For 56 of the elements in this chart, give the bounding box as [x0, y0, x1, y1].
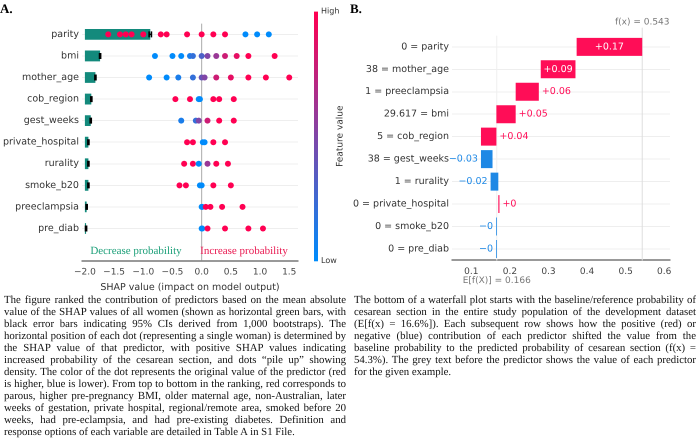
- x-tick-label: 0.2: [502, 266, 518, 277]
- x-axis-title: SHAP value (impact on model output): [100, 282, 280, 293]
- text: The figure ranked the contribution of predictors based on the mean absolute value of the SHAP values of all women (shown as horizontal green bars, with black error bars indicating 95% CIs derived from 1,000 bootstraps). The horizontal position of each dot (representing a single woman) is determined by the SHAP value of that predictor, with positive SHAP values indicating increased probability of the cesarean section, and dots “pile up” showing density. The color of the dot represents the original value of the predictor (red is higher, blue is lower). From top to bottom in the ranking, red corresponds to parous, higher pre-pregnancy BMI, older maternal age, non-Australian, later weeks of gestation, private hospital, regional/remote area, smoked before 20 weeks, had pre-eclampsia, and had pre-existing diabetes. Definition and response options of each variable are detailed in Table A in S1 File.: [4, 294, 346, 438]
- y-tick-label: 1 = rurality: [394, 176, 450, 188]
- data-label: +0.17: [594, 41, 624, 52]
- data-label: −0: [478, 243, 493, 254]
- x-tick-label: 0.3: [541, 266, 556, 277]
- y-tick-label: 0 = private_hospital: [352, 198, 450, 210]
- x-tick-label: 0.5: [224, 268, 238, 278]
- data-label: +0.09: [544, 64, 573, 75]
- data-label: +0.04: [499, 131, 529, 142]
- text: The bottom of a waterfall plot starts with the baseline/reference probability of cesarean section in the entire study population of the development dataset (E[f(x) = 16.6%]). Each subsequent row shows how the positive (red) or negative (blue) contribution of each predictor shifted the value from the baseline probability to the predicted probability of cesarean section (f(x) = 54.3%). The grey text before the predictor shows the value of each predictor for the given example.: [353, 294, 697, 378]
- annotation: Increase probability: [200, 245, 288, 258]
- y-tick-label: gest_weeks: [24, 115, 80, 126]
- data-label: +0.06: [542, 86, 571, 98]
- x-tick-label: 0.4: [580, 266, 594, 277]
- y-tick-label: 29.617 = bmi: [384, 108, 450, 120]
- x-tick-label: 0.5: [618, 266, 633, 277]
- x-tick-label: 0.1: [464, 266, 478, 277]
- chart-title: B.: [350, 1, 362, 16]
- annotation: Decrease probability: [90, 245, 182, 258]
- color-bar-label: High: [321, 6, 340, 16]
- x-tick-label: −1.0: [132, 268, 154, 278]
- y-tick-label: preeclampsia: [15, 201, 79, 212]
- data-label: −0.03: [448, 154, 478, 165]
- y-tick-label: parity: [51, 28, 80, 40]
- y-tick-label: rurality: [44, 158, 80, 170]
- y-tick-label: smoke_b20: [25, 180, 79, 191]
- y-tick-label: 0 = parity: [401, 41, 450, 52]
- ref-line-label: E[f(X)] = 0.166: [462, 276, 532, 286]
- data-label: −0.02: [458, 176, 488, 188]
- x-tick-label: 1.0: [252, 268, 268, 278]
- x-tick-label: 0.6: [657, 266, 672, 277]
- x-tick-label: −2.0: [74, 268, 96, 278]
- data-label: +0.05: [518, 108, 548, 120]
- y-tick-label: cob_region: [27, 94, 79, 105]
- y-tick-label: bmi: [61, 50, 79, 62]
- x-tick-label: −1.5: [103, 268, 126, 278]
- x-tick-label: 0.0: [194, 268, 210, 278]
- ref-line-label: f(x) = 0.543: [614, 17, 670, 28]
- y-tick-label: 0 = pre_diab: [388, 243, 450, 254]
- y-tick-label: 0 = smoke_b20: [375, 220, 450, 232]
- y-tick-label: 5 = cob_region: [377, 131, 450, 142]
- y-tick-label: 38 = gest_weeks: [368, 154, 450, 165]
- data-label: +0: [502, 198, 516, 210]
- x-tick-label: −0.5: [162, 268, 184, 278]
- y-tick-label: 1 = preeclampsia: [365, 86, 450, 98]
- color-bar-label: Low: [321, 256, 338, 265]
- y-tick-label: private_hospital: [2, 136, 79, 148]
- x-tick-label: 1.5: [282, 268, 296, 278]
- y-tick-label: mother_age: [22, 72, 80, 83]
- y-tick-label: 38 = mother_age: [366, 64, 450, 75]
- data-label: −0: [478, 220, 493, 232]
- color-bar-title: Feature value: [335, 105, 346, 167]
- y-tick-label: pre_diab: [38, 222, 79, 234]
- chart-title: A.: [0, 1, 13, 16]
